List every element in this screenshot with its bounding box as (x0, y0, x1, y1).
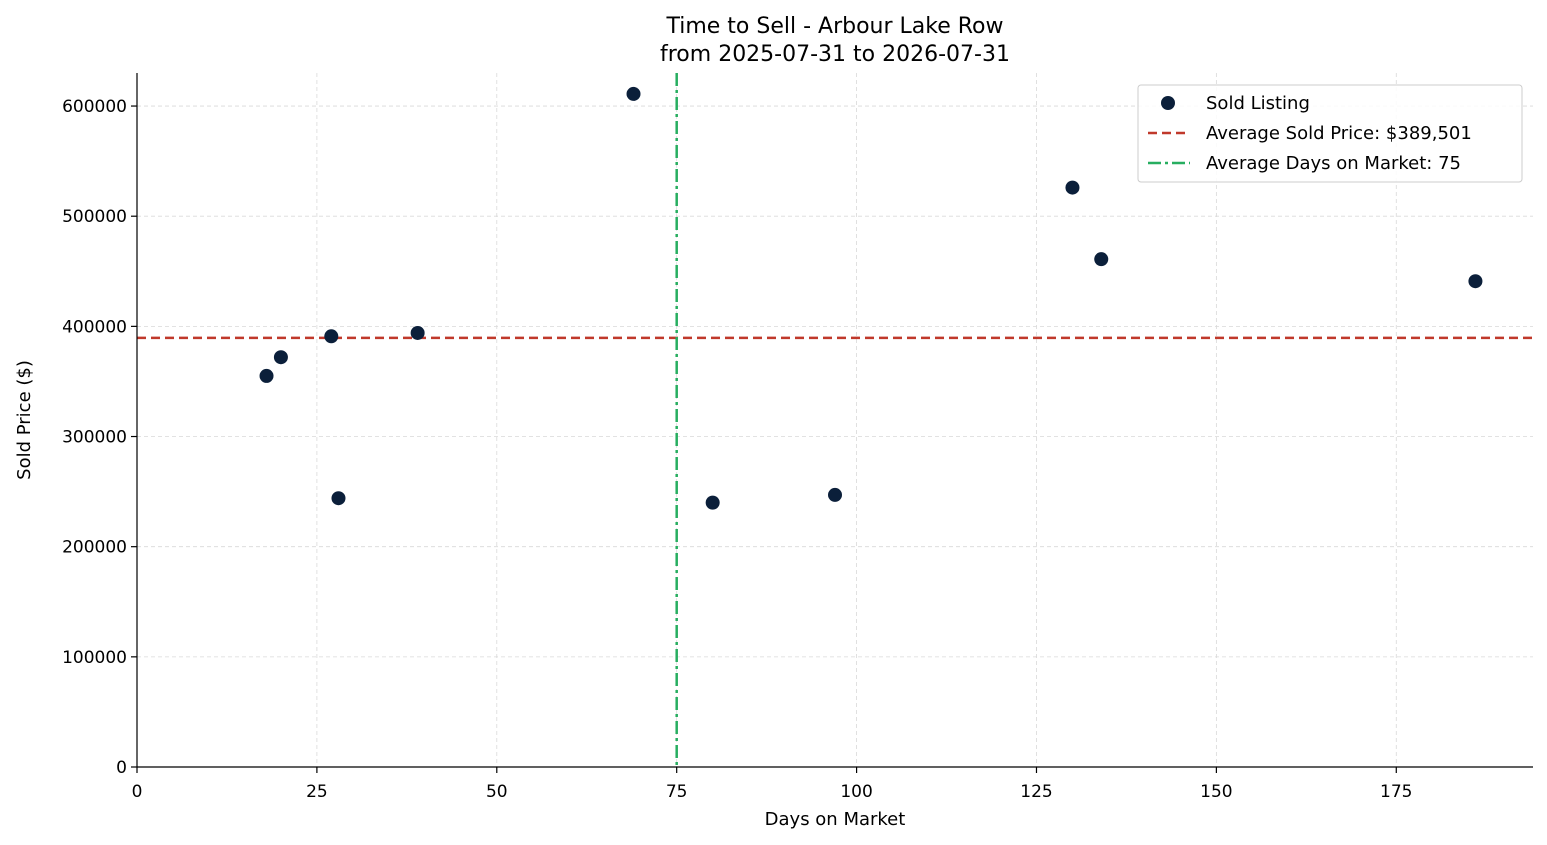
data-point (410, 325, 425, 340)
data-point (324, 329, 339, 344)
y-tick-label: 400000 (62, 317, 127, 337)
data-point (1468, 274, 1483, 289)
x-axis-label: Days on Market (765, 809, 906, 830)
data-point (1094, 252, 1109, 267)
y-tick-label: 500000 (62, 207, 127, 227)
data-point (828, 487, 842, 502)
data-point (273, 350, 288, 365)
x-tick-label: 50 (486, 782, 508, 802)
reference-lines (137, 73, 1533, 767)
chart-subtitle: from 2025-07-31 to 2026-07-31 (660, 42, 1010, 67)
x-tick-label: 25 (306, 782, 328, 802)
legend-entry-average-days: Average Days on Market: 75 (1206, 153, 1461, 174)
data-point (259, 368, 274, 383)
x-tick-label: 0 (132, 782, 143, 802)
data-points (259, 86, 1483, 510)
legend: Sold Listing Average Sold Price: $389,50… (1137, 84, 1523, 183)
x-tick-label: 175 (1380, 782, 1412, 802)
y-tick-label: 300000 (62, 428, 127, 448)
x-tick-label: 100 (840, 782, 872, 802)
data-point (705, 495, 720, 510)
y-tick-label: 200000 (62, 538, 127, 558)
data-point (626, 86, 641, 101)
y-tick-label: 600000 (62, 97, 127, 117)
chart-title: Time to Sell - Arbour Lake Row (665, 14, 1003, 39)
legend-marker-sold-listing (1161, 96, 1175, 110)
data-point (331, 491, 346, 506)
legend-entry-sold-listing: Sold Listing (1206, 93, 1310, 114)
x-tick-label: 75 (666, 782, 688, 802)
legend-entry-average-price: Average Sold Price: $389,501 (1206, 123, 1472, 144)
x-tick-label: 150 (1200, 782, 1232, 802)
y-axis-label: Sold Price ($) (14, 360, 35, 480)
axes: 0 25 50 75 100 125 150 175 0 100000 200000 300000 40… (62, 73, 1533, 802)
y-tick-label: 0 (116, 758, 127, 778)
legend-box (1137, 84, 1523, 183)
y-tick-label: 100000 (62, 648, 127, 668)
x-tick-label: 125 (1020, 782, 1052, 802)
data-point (1065, 180, 1080, 195)
